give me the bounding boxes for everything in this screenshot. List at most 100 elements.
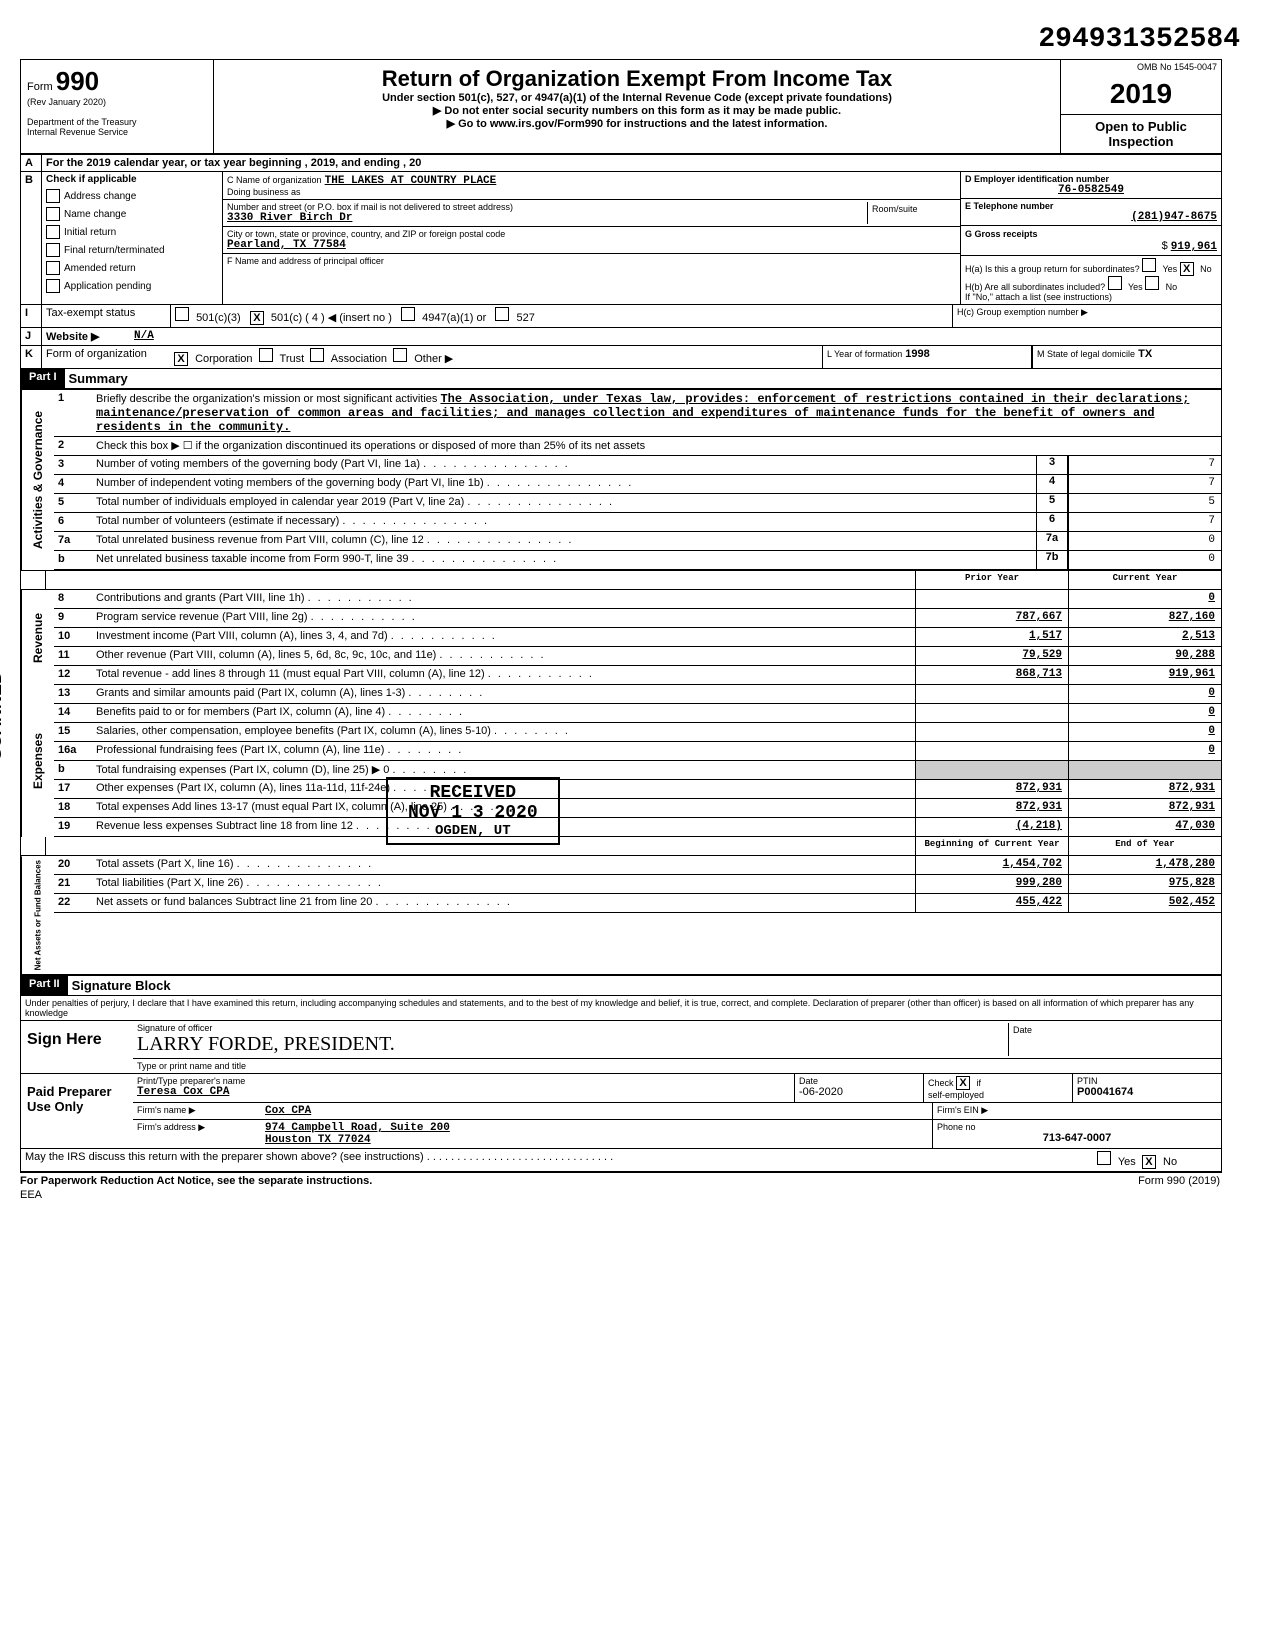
exp-line-15: 15 Salaries, other compensation, employe… xyxy=(54,723,1221,742)
check-pending[interactable]: Application pending xyxy=(42,277,222,295)
check-amended[interactable]: Amended return xyxy=(42,259,222,277)
line2-text: Check this box ▶ ☐ if the organization d… xyxy=(92,437,1221,455)
dept-treasury: Department of the Treasury xyxy=(27,117,207,127)
check-4947[interactable] xyxy=(401,307,415,321)
ein-value: 76-0582549 xyxy=(965,184,1217,196)
subtitle-1: Under section 501(c), 527, or 4947(a)(1)… xyxy=(220,92,1054,104)
check-501c3[interactable] xyxy=(175,307,189,321)
paid-preparer-label: Paid Preparer Use Only xyxy=(21,1074,133,1148)
street-address: 3330 River Birch Dr xyxy=(227,212,867,224)
ptin-label: PTIN xyxy=(1077,1076,1217,1086)
check-association[interactable] xyxy=(310,348,324,362)
perjury-statement: Under penalties of perjury, I declare th… xyxy=(21,996,1221,1021)
check-501c[interactable] xyxy=(250,311,264,325)
state-domicile-label: M State of legal domicile xyxy=(1037,349,1135,359)
firm-addr1: 974 Campbell Road, Suite 200 xyxy=(265,1122,928,1134)
received-stamp: RECEIVED NOV 1 3 2020 OGDEN, UT xyxy=(386,777,560,845)
g-gross-label: G Gross receipts xyxy=(965,229,1038,239)
net-assets-label: Net Assets or Fund Balances xyxy=(21,856,54,974)
subtitle-2: ▶ Do not enter social security numbers o… xyxy=(220,104,1054,117)
check-self-employed[interactable] xyxy=(956,1076,970,1090)
part1-title: Summary xyxy=(65,369,132,388)
irs-label: Internal Revenue Service xyxy=(27,127,207,137)
line-a: A For the 2019 calendar year, or tax yea… xyxy=(21,155,1221,172)
part2-title: Signature Block xyxy=(68,976,175,995)
form-number: 990 xyxy=(56,66,99,96)
check-initial-return[interactable]: Initial return xyxy=(42,223,222,241)
part2-label: Part II xyxy=(21,976,68,995)
check-527[interactable] xyxy=(495,307,509,321)
rev-line-8: 8 Contributions and grants (Part VIII, l… xyxy=(54,590,1221,609)
discuss-label: May the IRS discuss this return with the… xyxy=(21,1149,1093,1171)
officer-signature: LARRY FORDE, PRESIDENT. xyxy=(137,1033,1008,1056)
sign-here-label: Sign Here xyxy=(21,1021,133,1073)
check-trust[interactable] xyxy=(259,348,273,362)
gov-line-7a: 7a Total unrelated business revenue from… xyxy=(54,532,1221,551)
firm-addr-label: Firm's address ▶ xyxy=(133,1120,261,1148)
form-org-label: Form of organization xyxy=(42,346,170,368)
subtitle-3: ▶ Go to www.irs.gov/Form990 for instruct… xyxy=(220,117,1054,130)
firm-phone: 713-647-0007 xyxy=(937,1132,1217,1144)
form-footer: Form 990 (2019) xyxy=(1138,1175,1220,1187)
room-suite: Room/suite xyxy=(867,202,956,224)
c-label: C Name of organization xyxy=(227,175,322,185)
begin-year-header: Beginning of Current Year xyxy=(915,837,1068,855)
discuss-no[interactable] xyxy=(1142,1155,1156,1169)
rev-line-11: 11 Other revenue (Part VIII, column (A),… xyxy=(54,647,1221,666)
check-name-change[interactable]: Name change xyxy=(42,205,222,223)
gross-receipts: 919,961 xyxy=(1171,241,1217,253)
gov-line-3: 3 Number of voting members of the govern… xyxy=(54,456,1221,475)
phone-value: (281)947-8675 xyxy=(965,211,1217,223)
expenses-label: Expenses xyxy=(21,685,54,837)
check-corporation[interactable] xyxy=(174,352,188,366)
firm-name: Cox CPA xyxy=(261,1103,932,1119)
year-formation-label: L Year of formation xyxy=(827,349,902,359)
exp-line-14: 14 Benefits paid to or for members (Part… xyxy=(54,704,1221,723)
city-label: City or town, state or province, country… xyxy=(227,229,956,239)
d-ein-label: D Employer identification number xyxy=(965,174,1217,184)
sig-date-label: Date xyxy=(1008,1023,1217,1056)
state-domicile: TX xyxy=(1138,348,1152,360)
check-other[interactable] xyxy=(393,348,407,362)
year-formation: 1998 xyxy=(905,348,929,360)
exp-line-18: 18 Total expenses Add lines 13-17 (must … xyxy=(54,799,1221,818)
check-address-change[interactable]: Address change xyxy=(42,187,222,205)
discuss-yes[interactable] xyxy=(1097,1151,1111,1165)
form-990-container: Form 990 (Rev January 2020) Department o… xyxy=(20,59,1222,1173)
gov-line-b: b Net unrelated business taxable income … xyxy=(54,551,1221,570)
exp-line-19: 19 Revenue less expenses Subtract line 1… xyxy=(54,818,1221,837)
activities-governance-label: Activities & Governance xyxy=(21,390,54,570)
gov-line-4: 4 Number of independent voting members o… xyxy=(54,475,1221,494)
firm-addr2: Houston TX 77024 xyxy=(265,1134,928,1146)
f-label: F Name and address of principal officer xyxy=(223,254,960,268)
rev-line-12: 12 Total revenue - add lines 8 through 1… xyxy=(54,666,1221,685)
paperwork-notice: For Paperwork Reduction Act Notice, see … xyxy=(20,1175,372,1187)
form-label: Form xyxy=(27,81,53,93)
tax-year: 2019 xyxy=(1061,74,1221,115)
website-value: N/A xyxy=(130,328,1221,345)
check-final-return[interactable]: Final return/terminated xyxy=(42,241,222,259)
tax-exempt-label: Tax-exempt status xyxy=(42,305,171,327)
firm-name-label: Firm's name ▶ xyxy=(133,1103,261,1119)
website-label: Website ▶ xyxy=(42,328,130,345)
scanned-stamp: SCANNED xyxy=(0,671,6,760)
revenue-label: Revenue xyxy=(21,590,54,685)
preparer-date: -06-2020 xyxy=(799,1086,919,1098)
end-year-header: End of Year xyxy=(1068,837,1221,855)
line1-label: Briefly describe the organization's miss… xyxy=(96,393,437,405)
omb-number: OMB No 1545-0047 xyxy=(1061,60,1221,74)
eea-label: EEA xyxy=(20,1189,1260,1201)
city-state-zip: Pearland, TX 77584 xyxy=(227,239,956,251)
e-phone-label: E Telephone number xyxy=(965,201,1217,211)
preparer-name-label: Print/Type preparer's name xyxy=(137,1076,790,1086)
org-name: THE LAKES AT COUNTRY PLACE xyxy=(325,175,497,187)
part1-label: Part I xyxy=(21,369,65,388)
exp-line-b: b Total fundraising expenses (Part IX, c… xyxy=(54,761,1221,780)
main-title: Return of Organization Exempt From Incom… xyxy=(220,66,1054,92)
ha-label: H(a) Is this a group return for subordin… xyxy=(965,258,1217,276)
net-line-20: 20 Total assets (Part X, line 16) . . . … xyxy=(54,856,1221,875)
dln-number: 294931352584 xyxy=(20,20,1260,59)
form-header: Form 990 (Rev January 2020) Department o… xyxy=(21,60,1221,155)
exp-line-17: 17 Other expenses (Part IX, column (A), … xyxy=(54,780,1221,799)
section-b: B Check if applicable Address change Nam… xyxy=(21,172,1221,305)
